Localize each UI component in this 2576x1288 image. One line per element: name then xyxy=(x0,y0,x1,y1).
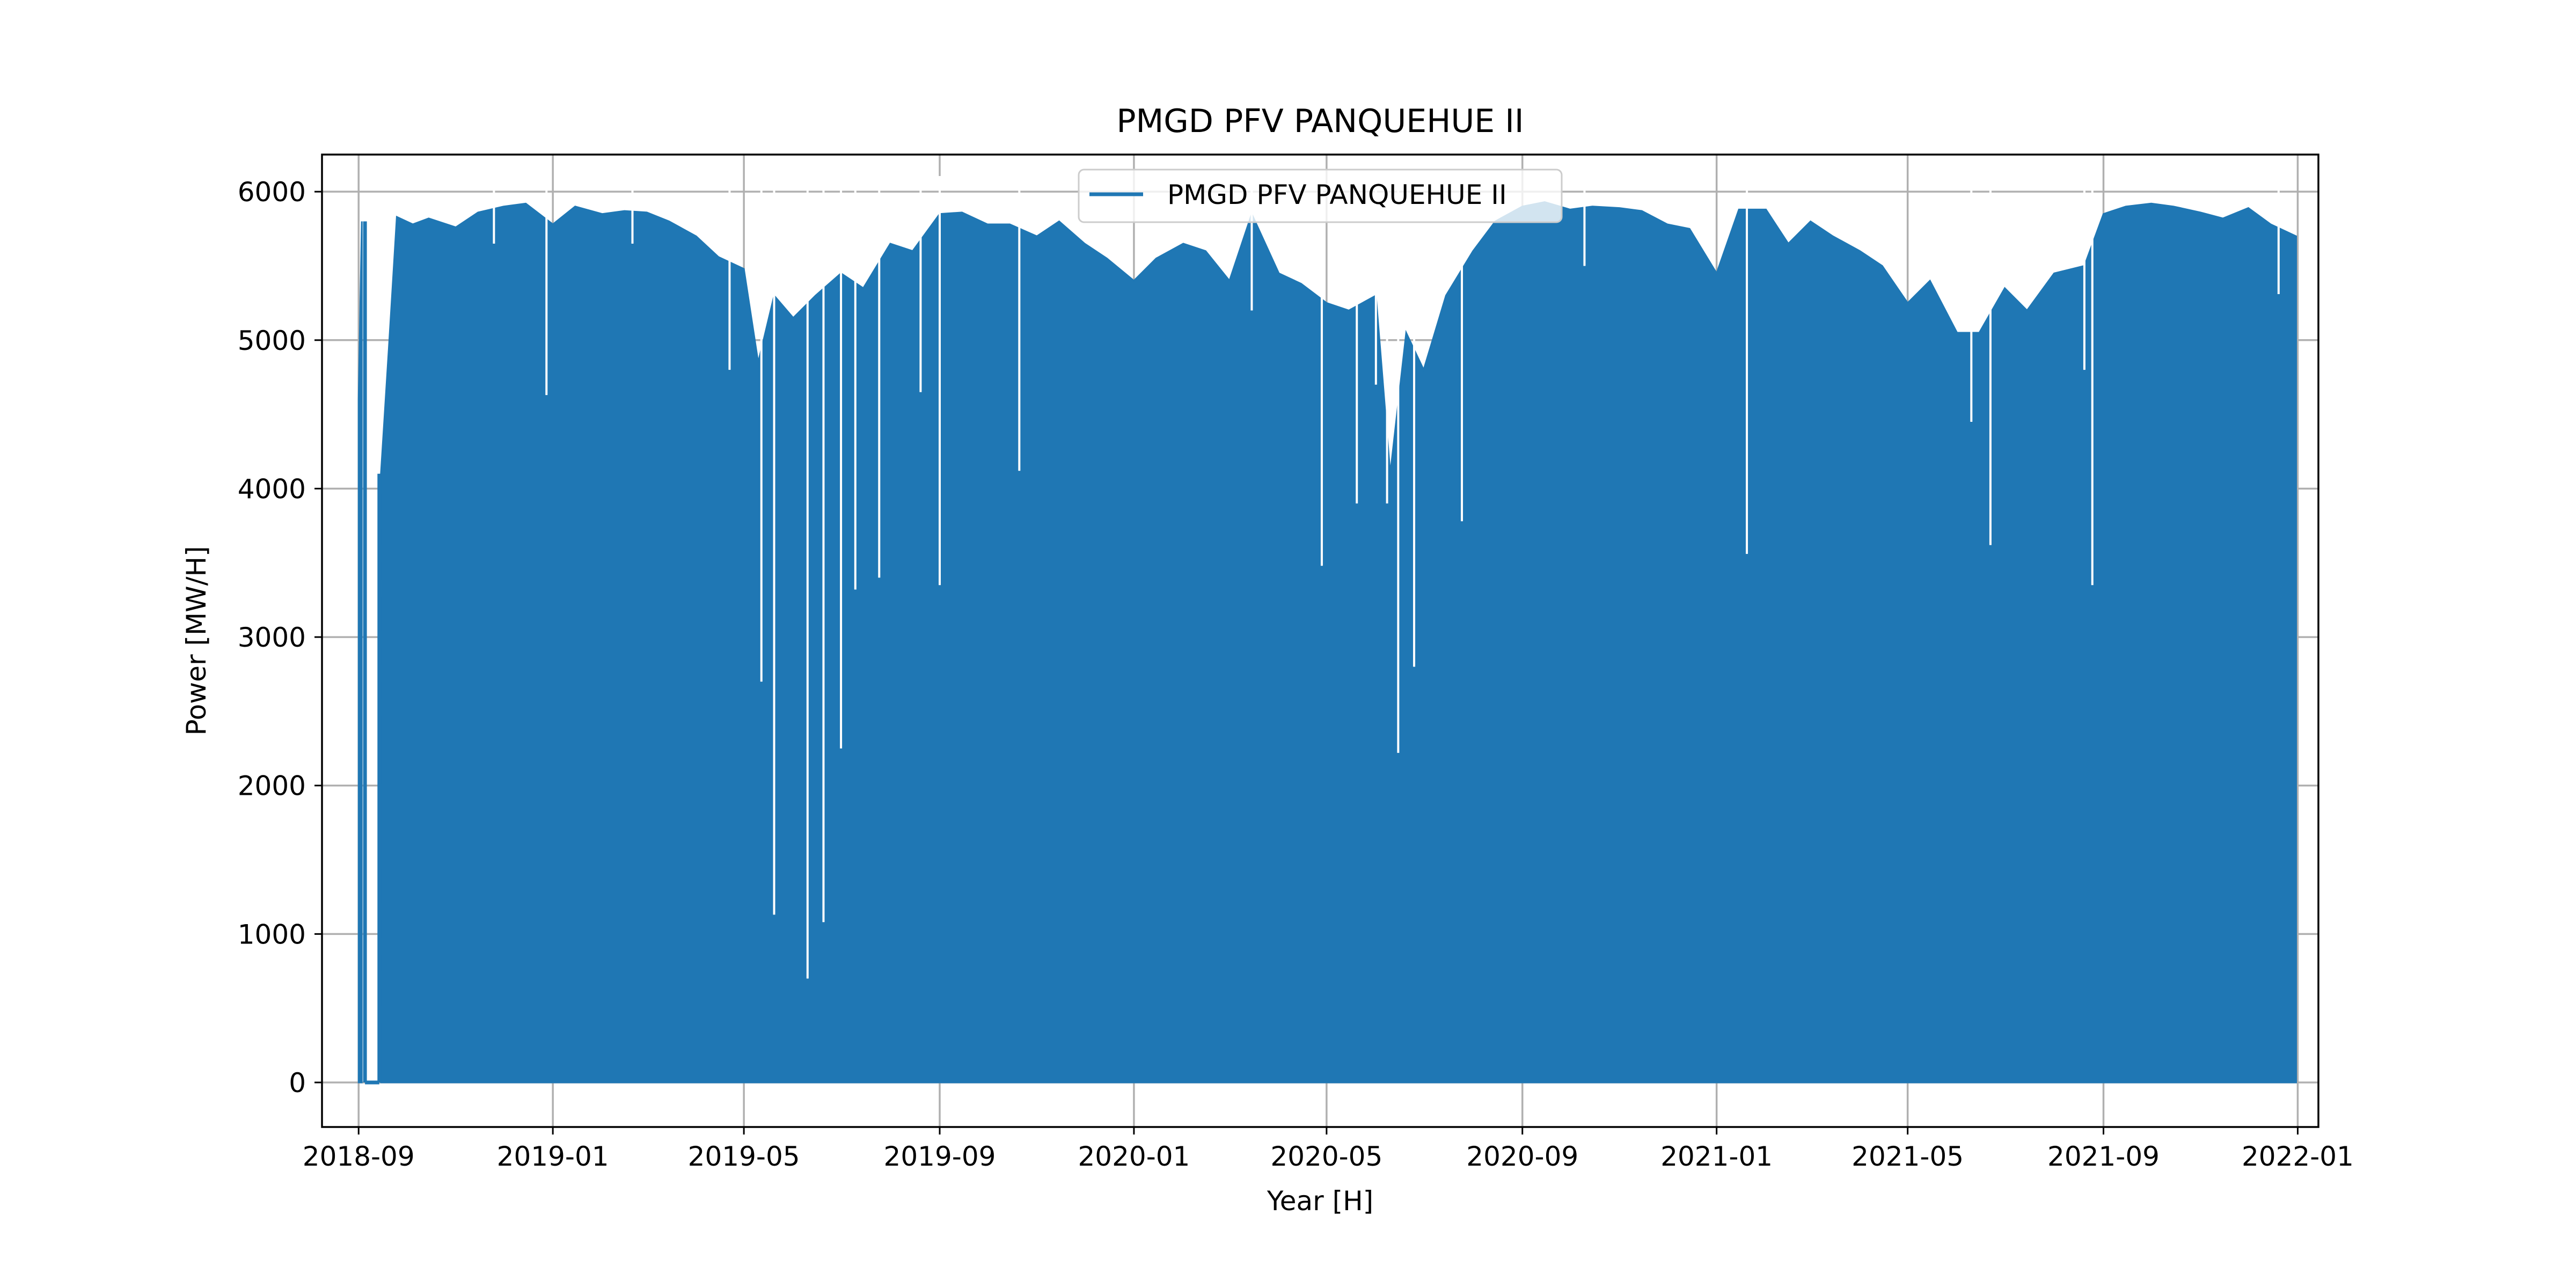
series-area xyxy=(357,176,2297,1085)
x-tick-label: 2018-09 xyxy=(303,1141,415,1172)
legend-label: PMGD PFV PANQUEHUE II xyxy=(1167,179,1507,210)
series-area-fill xyxy=(380,201,2297,1084)
chart-title: PMGD PFV PANQUEHUE II xyxy=(1116,103,1524,140)
y-tick-labels: 0 1000 2000 3000 4000 5000 6000 xyxy=(238,177,306,1099)
x-tick-label: 2019-01 xyxy=(497,1141,609,1172)
y-tick-label: 2000 xyxy=(238,771,306,802)
x-tick-labels: 2018-09 2019-01 2019-05 2019-09 2020-01 2020-… xyxy=(303,1141,2354,1172)
y-tick-label: 6000 xyxy=(238,177,306,208)
x-tick-label: 2022-01 xyxy=(2242,1141,2354,1172)
y-tick-label: 1000 xyxy=(238,919,306,950)
series-area-fill xyxy=(357,221,363,1084)
x-tick-label: 2020-01 xyxy=(1078,1141,1190,1172)
x-tick-label: 2021-05 xyxy=(1851,1141,1964,1172)
legend: PMGD PFV PANQUEHUE II xyxy=(1078,169,1563,223)
x-tick-label: 2020-09 xyxy=(1466,1141,1578,1172)
legend-box xyxy=(1078,169,1563,223)
x-tick-label: 2021-09 xyxy=(2047,1141,2160,1172)
plot-frame xyxy=(321,153,2319,1128)
x-tick-label: 2021-01 xyxy=(1660,1141,1773,1172)
y-tick-label: 0 xyxy=(289,1067,306,1099)
x-tick-label: 2019-05 xyxy=(688,1141,800,1172)
y-tick-label: 4000 xyxy=(238,473,306,504)
tick-marks xyxy=(314,191,2299,1135)
x-axis-label: Year [H] xyxy=(1267,1185,1373,1217)
x-tick-label: 2019-09 xyxy=(884,1141,996,1172)
x-tick-label: 2020-05 xyxy=(1270,1141,1382,1172)
y-tick-label: 5000 xyxy=(238,325,306,356)
y-axis-label: Power [MW/H] xyxy=(181,546,212,735)
y-tick-label: 3000 xyxy=(238,622,306,653)
